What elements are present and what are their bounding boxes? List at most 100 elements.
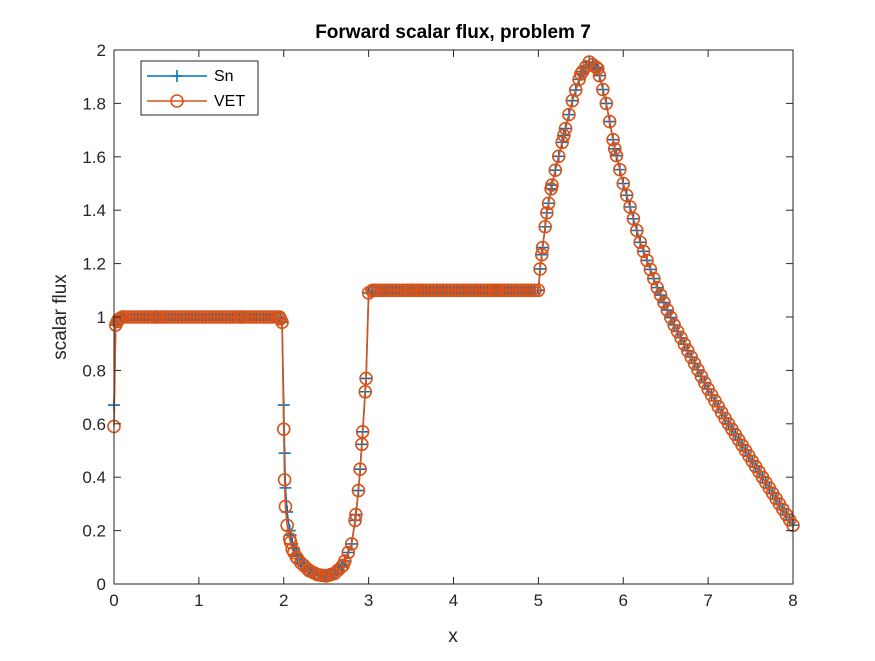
data-point-vet (338, 554, 352, 568)
data-point-vet (534, 247, 549, 262)
y-axis-label: scalar flux (50, 274, 71, 360)
data-point-vet (456, 283, 471, 298)
data-point-vet (589, 60, 603, 75)
y-tick-label: 2 (97, 41, 106, 60)
data-point-vet (209, 310, 223, 324)
legend-box (140, 60, 259, 116)
data-point-vet (647, 271, 661, 286)
data-point-vet (697, 375, 712, 390)
data-point-vet (154, 310, 169, 324)
data-point-vet (353, 462, 367, 476)
data-point-vet (514, 283, 529, 298)
data-point-vet (545, 178, 559, 192)
data-point-vet (192, 310, 206, 324)
series-line-vet (113, 60, 794, 577)
data-point-vet (195, 310, 210, 324)
data-point-vet (212, 310, 227, 324)
data-point-vet (161, 310, 176, 324)
data-point-vet (349, 507, 363, 522)
x-tick-label: 5 (534, 591, 543, 610)
data-point-vet (521, 283, 535, 298)
data-point-vet (531, 283, 546, 298)
data-point-vet (277, 473, 292, 487)
data-point-vet (368, 283, 383, 298)
data-point-vet (484, 283, 498, 298)
data-point-vet (667, 318, 681, 332)
y-tick-label: 1.4 (82, 201, 106, 220)
y-tick-label: 1.6 (82, 148, 106, 167)
data-point-vet (385, 283, 400, 298)
data-point-vet (158, 310, 172, 324)
data-point-vet (680, 343, 695, 358)
data-point-vet (382, 283, 396, 298)
data-point-vet (609, 148, 624, 163)
data-point-vet (538, 219, 552, 234)
data-point-vet (480, 283, 495, 298)
data-point-vet (450, 283, 464, 298)
data-point-vet (517, 283, 532, 298)
x-tick-label: 4 (449, 591, 458, 610)
y-tick-label: 1.2 (82, 255, 106, 274)
data-point-vet (501, 283, 515, 298)
data-point-vet (653, 288, 668, 302)
data-point-vet (355, 425, 370, 439)
data-point-vet (643, 262, 658, 277)
y-axis-ticks: 0 0.2 0.4 0.6 0.8 1 1.2 1.4 1.6 1.8 2 (82, 41, 793, 594)
data-point-vet (181, 310, 196, 324)
data-point-vet (533, 262, 547, 276)
data-point-vet (470, 283, 485, 298)
data-point-vet (557, 128, 571, 143)
data-point-vet (198, 310, 213, 324)
data-point-vet (168, 310, 182, 324)
data-point-vet (433, 283, 447, 298)
data-point-vet (372, 283, 386, 298)
data-point-vet (130, 310, 145, 324)
series-layer (107, 55, 800, 583)
y-tick-label: 0.8 (82, 361, 106, 380)
data-point-vet (687, 356, 702, 371)
data-point-vet (416, 283, 430, 298)
data-point-vet (540, 206, 554, 220)
legend-sn-label: Sn (214, 68, 234, 85)
data-point-vet (613, 162, 627, 177)
data-point-vet (558, 121, 573, 136)
data-point-vet (497, 283, 512, 298)
data-point-vet (275, 315, 289, 330)
data-point-vet (395, 283, 410, 298)
data-point-vet (528, 283, 542, 298)
x-axis-label: x (448, 626, 458, 647)
data-point-vet (524, 283, 539, 298)
data-point-vet (141, 310, 155, 324)
data-point-vet (473, 283, 488, 298)
x-axis-ticks: 0 1 2 3 4 5 6 7 8 (109, 50, 798, 610)
data-point-vet (551, 149, 566, 164)
data-point-vet (602, 114, 617, 129)
data-point-vet (490, 283, 505, 298)
data-point-vet (151, 310, 165, 324)
data-point-vet (229, 310, 244, 324)
data-point-vet (446, 283, 461, 298)
data-point-vet (541, 196, 556, 211)
data-point-vet (144, 310, 159, 324)
data-point-vet (507, 283, 522, 298)
y-tick-label: 1.8 (82, 94, 106, 113)
data-point-vet (599, 96, 614, 111)
data-point-vet (674, 331, 688, 345)
data-point-vet (124, 310, 138, 324)
data-point-vet (636, 244, 651, 259)
data-point-vet (256, 310, 271, 324)
data-point-vet (263, 310, 277, 324)
data-point-vet (592, 68, 607, 83)
data-point-vet (171, 310, 186, 324)
data-point-vet (236, 310, 250, 324)
data-point-vet (219, 310, 233, 324)
data-point-vet (253, 310, 267, 324)
data-point-vet (246, 310, 260, 324)
data-point-vet (691, 363, 705, 377)
data-point-vet (504, 283, 519, 298)
data-point-vet (439, 283, 454, 298)
data-point-vet (344, 537, 359, 551)
series-vet (107, 55, 800, 583)
data-point-vet (300, 562, 315, 576)
